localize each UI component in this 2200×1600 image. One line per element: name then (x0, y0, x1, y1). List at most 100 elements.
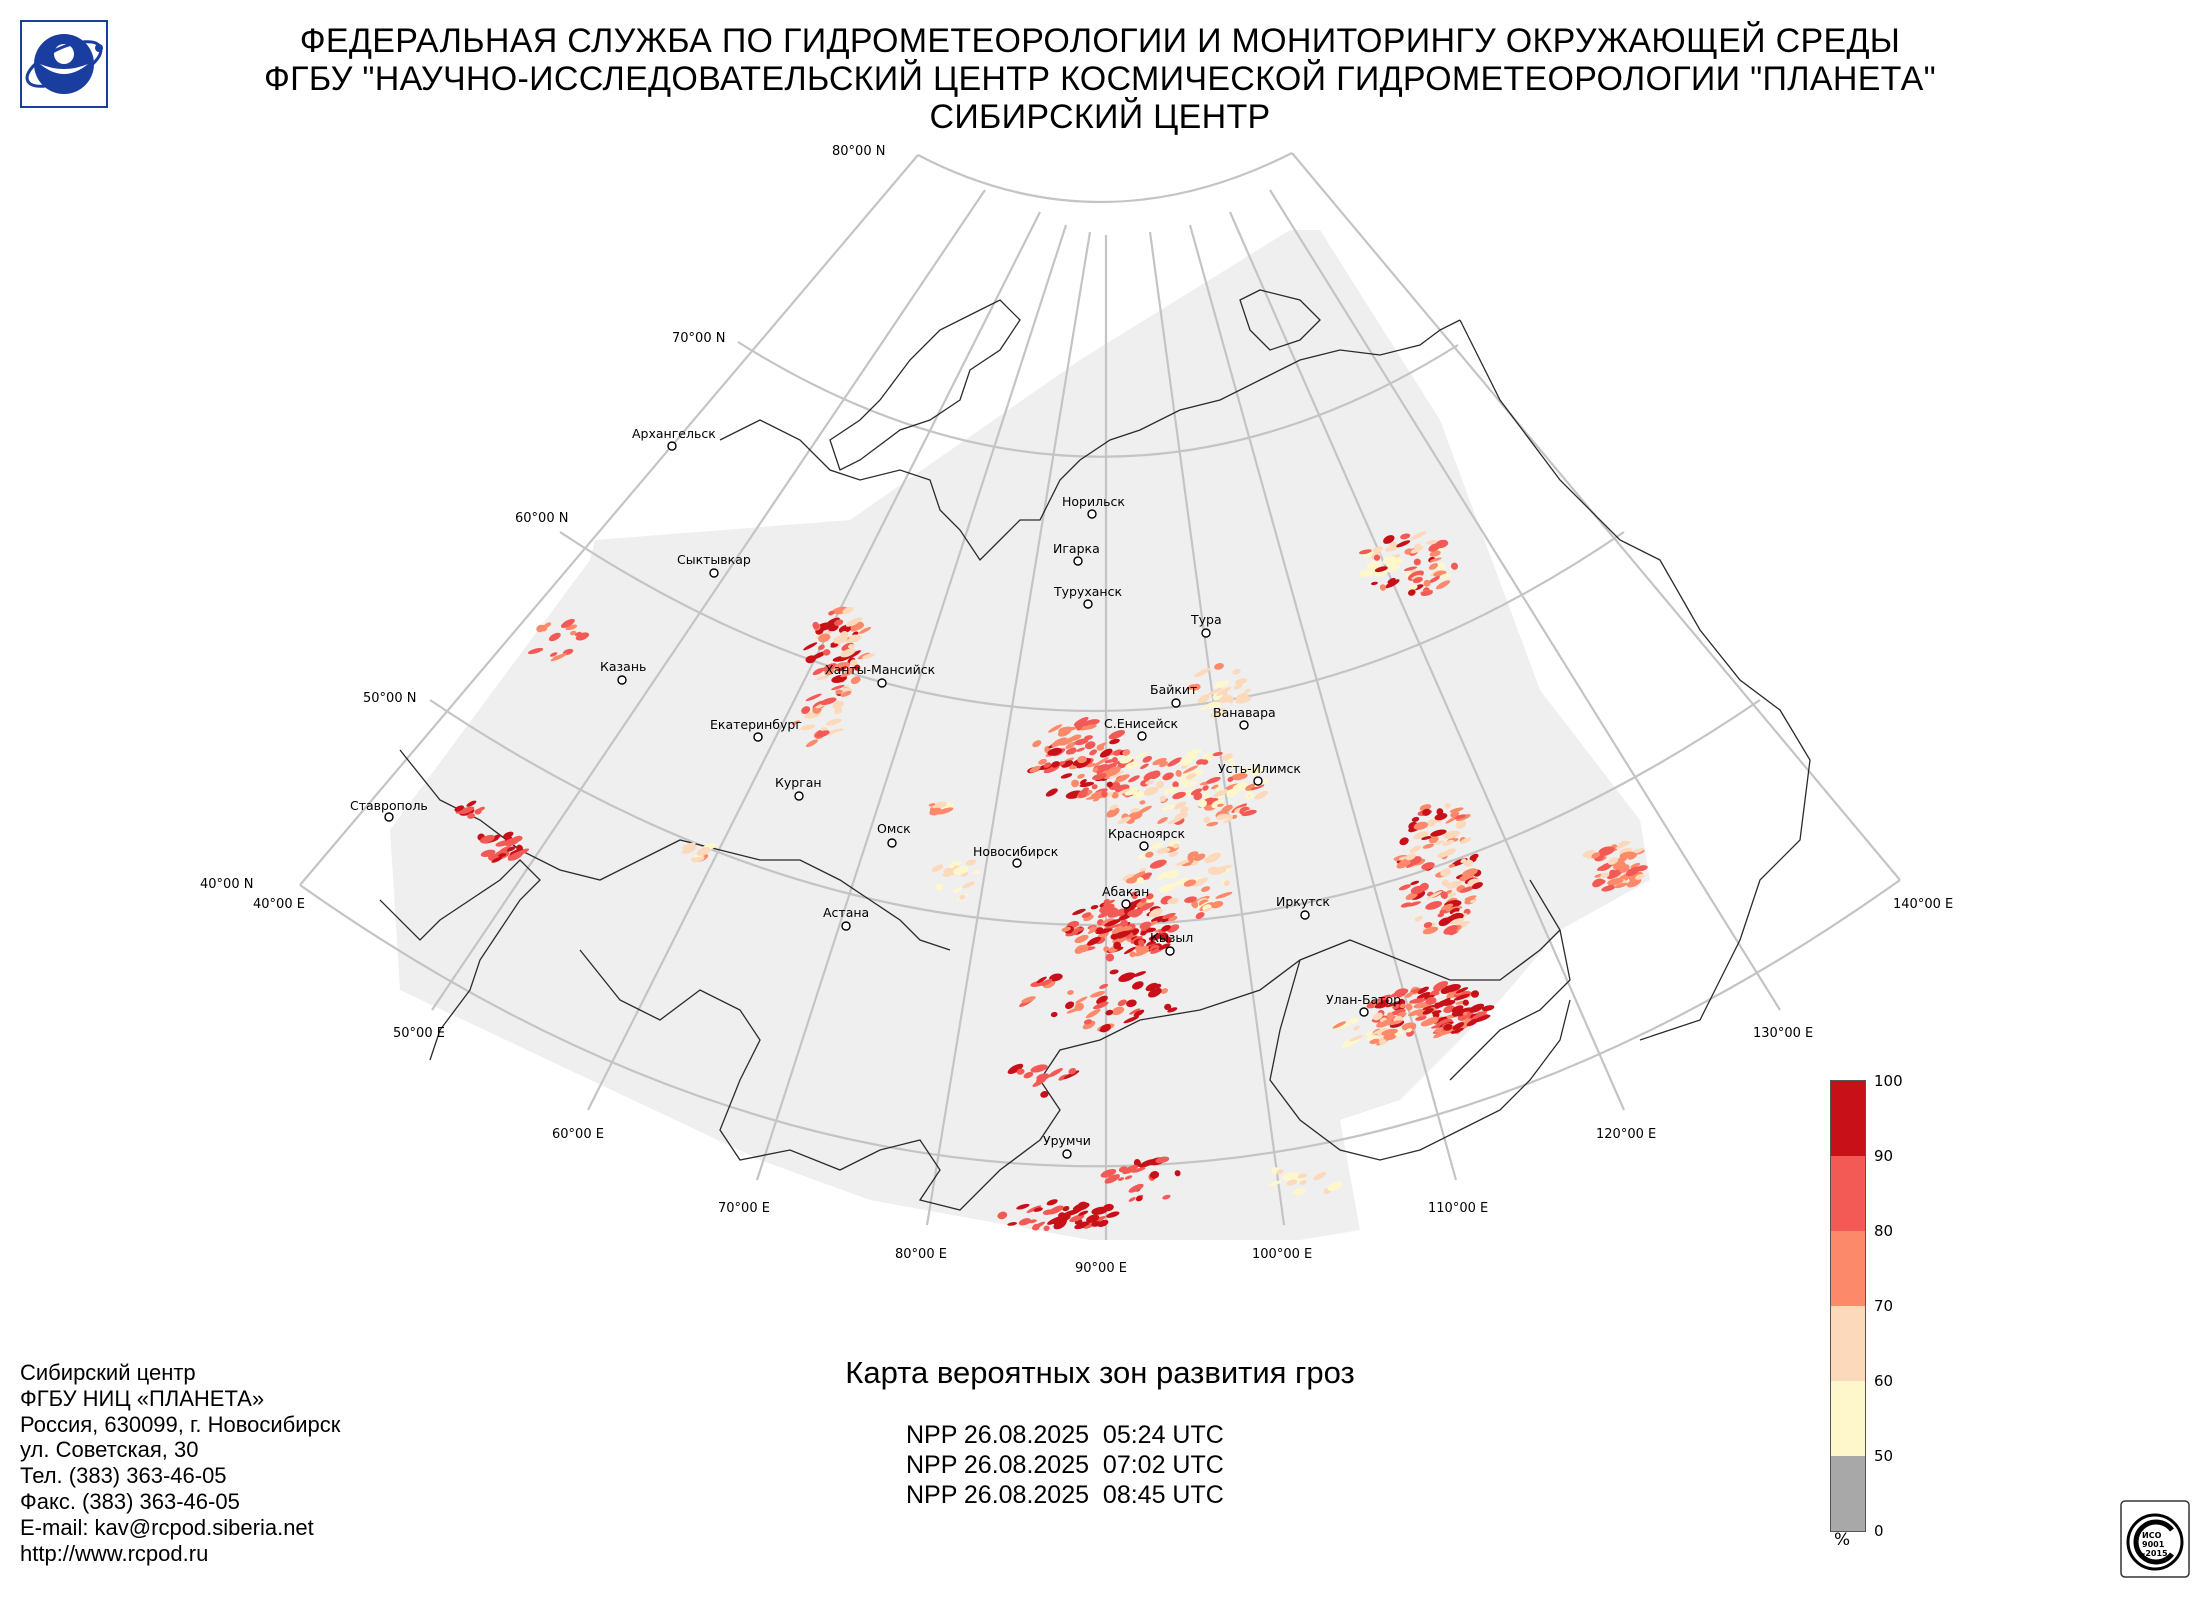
storm-cell (1218, 695, 1233, 703)
storm-cell (1353, 1025, 1360, 1031)
contact-address: Сибирский центр ФГБУ НИЦ «ПЛАНЕТА» Росси… (20, 1360, 340, 1566)
storm-cell (503, 831, 514, 839)
storm-cell (1413, 558, 1421, 566)
storm-cell (1071, 779, 1080, 788)
svg-text:Екатеринбург: Екатеринбург (710, 717, 802, 732)
storm-cell (1050, 1011, 1058, 1018)
storm-cell (1214, 680, 1230, 688)
storm-cell (1451, 1005, 1464, 1013)
svg-text:Курган: Курган (775, 775, 822, 790)
storm-cell (800, 724, 816, 731)
city-krasnoyarsk: Красноярск (1108, 826, 1185, 851)
storm-cell (1250, 784, 1265, 791)
storm-cell (803, 642, 818, 651)
storm-cell (1421, 835, 1432, 841)
storm-cell (1207, 687, 1223, 695)
storm-cell (1382, 556, 1397, 565)
svg-text:Норильск: Норильск (1062, 494, 1125, 509)
storm-cell (1074, 934, 1089, 944)
storm-cell (549, 652, 558, 657)
storm-cell (1635, 873, 1645, 880)
city-ulaanbaatar: Улан-Батор (1326, 992, 1401, 1017)
website-link[interactable]: http://www.rcpod.ru (20, 1540, 209, 1566)
city-norilsk: Норильск (1062, 494, 1125, 519)
storm-cell (1362, 549, 1376, 558)
svg-text:Ставрополь: Ставрополь (350, 798, 428, 813)
storm-cell (929, 807, 942, 816)
storm-cell (840, 671, 853, 678)
storm-cell (1185, 773, 1197, 780)
storm-cell (1211, 784, 1219, 790)
storm-cell (1399, 1003, 1406, 1009)
storm-cell (826, 617, 840, 626)
storm-cell (1430, 829, 1447, 837)
storm-cell (1099, 903, 1115, 914)
storm-cell (1135, 1195, 1143, 1202)
storm-cell (1119, 755, 1133, 764)
storm-cell (1102, 1203, 1114, 1212)
meridian-130 (1269, 189, 1781, 1011)
svg-text:9001: 9001 (2142, 1540, 2165, 1549)
storm-cell (1204, 852, 1221, 864)
storm-cell (835, 689, 843, 695)
storm-cell (467, 812, 475, 819)
storm-cell (1081, 787, 1090, 793)
storm-cell (681, 842, 696, 849)
storm-cell (1429, 550, 1441, 557)
storm-probability-zones (454, 531, 1648, 1232)
storm-cell (1615, 841, 1631, 850)
storm-cell (1372, 546, 1383, 553)
storm-cell (1365, 567, 1377, 577)
storm-cell (1124, 761, 1141, 770)
storm-cell (506, 846, 516, 852)
svg-text:Иркутск: Иркутск (1276, 894, 1330, 909)
storm-cell (1172, 843, 1180, 849)
storm-cell (1049, 973, 1063, 982)
storm-cell (1069, 734, 1082, 741)
storm-cell (1023, 1071, 1034, 1079)
storm-cell (1033, 1207, 1043, 1212)
storm-cell (1420, 590, 1433, 596)
email-link[interactable]: E-mail: kav@rcpod.siberia.net (20, 1514, 314, 1540)
storm-cell (1139, 868, 1147, 872)
pass-1: NPP 26.08.2025 05:24 UTC (906, 1421, 1224, 1449)
storm-cell (1129, 898, 1143, 907)
storm-cell (1406, 1028, 1413, 1033)
storm-cell (1061, 1209, 1077, 1218)
storm-cell (1232, 782, 1249, 792)
storm-cell (1083, 1019, 1092, 1025)
storm-cell (1132, 971, 1147, 978)
storm-cell (1197, 694, 1210, 704)
storm-cell (1234, 678, 1247, 685)
parallel-60 (559, 531, 1625, 712)
storm-cell (1142, 755, 1153, 763)
storm-cell (1386, 1012, 1395, 1021)
storm-cell (1413, 821, 1429, 830)
storm-cell (1162, 912, 1176, 919)
pass-2: NPP 26.08.2025 07:02 UTC (906, 1451, 1224, 1479)
storm-cell (1130, 871, 1146, 880)
svg-text:Астана: Астана (823, 905, 869, 920)
storm-cell (1443, 984, 1461, 993)
novaya-zemlya (829, 299, 1021, 471)
storm-cell (937, 807, 954, 815)
storm-cell (1099, 748, 1113, 758)
storm-cell (505, 836, 521, 847)
storm-cell (1462, 868, 1478, 878)
storm-cell (1423, 579, 1431, 587)
storm-cell (1092, 773, 1107, 781)
storm-cell (1145, 982, 1158, 992)
storm-cell (1149, 908, 1163, 918)
storm-cell (1167, 1007, 1178, 1013)
storm-cell (1431, 1010, 1442, 1015)
storm-cell (1103, 924, 1119, 930)
storm-cell (1140, 930, 1147, 936)
storm-cell (1459, 886, 1475, 893)
address-line: Сибирский центр (20, 1360, 196, 1385)
storm-cell (1152, 757, 1167, 766)
storm-cell (847, 650, 861, 659)
storm-cell (1077, 755, 1087, 764)
storm-cell (959, 894, 966, 900)
svg-text:-2015: -2015 (2142, 1549, 2168, 1558)
storm-cell (935, 883, 944, 891)
